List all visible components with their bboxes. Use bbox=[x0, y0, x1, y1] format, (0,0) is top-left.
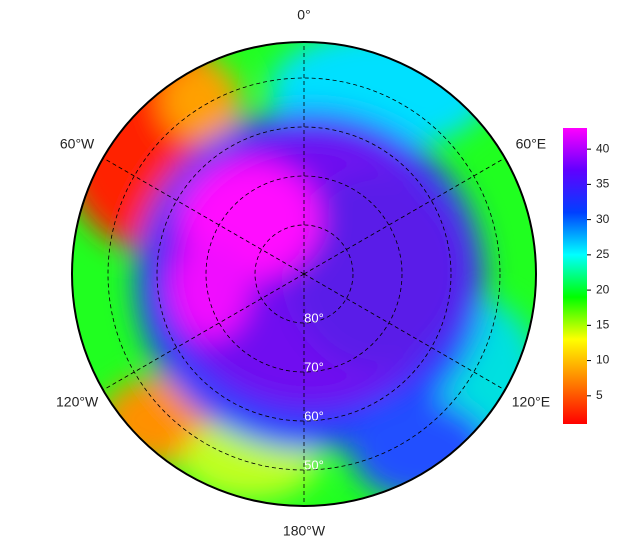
lat-circle bbox=[254, 224, 354, 324]
lat-label: 50° bbox=[304, 457, 324, 472]
lon-label: 120°W bbox=[56, 394, 99, 410]
colorbar-tick-label: 5 bbox=[596, 388, 603, 402]
colorbar-tick-label: 40 bbox=[596, 141, 610, 155]
lon-label: 180°W bbox=[283, 523, 326, 539]
colorbar-tick-label: 30 bbox=[596, 212, 610, 226]
meridian bbox=[303, 273, 506, 391]
colorbar-tick-label: 25 bbox=[596, 247, 610, 261]
map-border bbox=[71, 41, 537, 507]
lat-circle bbox=[205, 175, 403, 373]
colorbar-tick-label: 20 bbox=[596, 282, 610, 296]
graticule bbox=[102, 42, 506, 506]
lat-circle bbox=[156, 126, 452, 422]
meridian bbox=[102, 273, 305, 391]
meridian bbox=[303, 157, 506, 275]
lat-label: 80° bbox=[304, 310, 324, 325]
lat-label: 70° bbox=[304, 359, 324, 374]
lat-circle bbox=[107, 77, 501, 471]
lon-label: 0° bbox=[297, 7, 310, 23]
colorbar-tick-label: 35 bbox=[596, 177, 610, 191]
colorbar-tick-label: 10 bbox=[596, 353, 610, 367]
lat-label: 60° bbox=[304, 408, 324, 423]
meridian bbox=[102, 157, 305, 275]
lon-label: 60°E bbox=[516, 136, 547, 152]
colorbar bbox=[563, 128, 587, 424]
colorbar-tick-label: 15 bbox=[596, 318, 610, 332]
lon-label: 120°E bbox=[512, 394, 550, 410]
field bbox=[72, 42, 536, 506]
lon-label: 60°W bbox=[60, 136, 95, 152]
